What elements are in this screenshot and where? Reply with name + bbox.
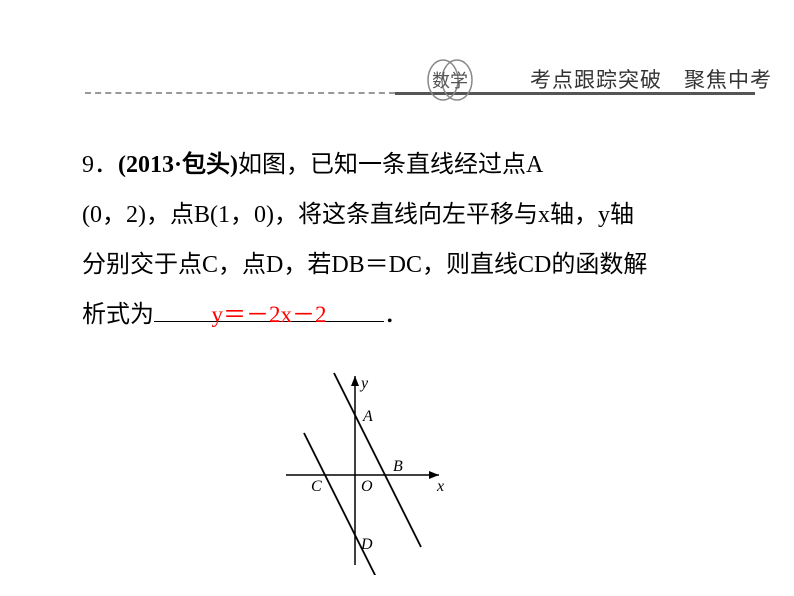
problem-source: (2013·包头) <box>118 152 238 178</box>
line-graph-diagram: y x O A B C D <box>255 365 475 575</box>
svg-text:y: y <box>359 375 369 392</box>
point-a: A <box>526 152 543 178</box>
x-char: x <box>538 202 550 228</box>
top-divider-dashed <box>85 92 395 94</box>
answer-blank: y＝－2x－2 <box>154 292 384 322</box>
answer-text: y＝－2x－2 <box>212 302 327 327</box>
period: ． <box>384 302 408 328</box>
svg-text:O: O <box>361 478 373 495</box>
text-l2b: 轴，y轴 <box>550 202 634 228</box>
svg-text:D: D <box>360 536 373 553</box>
text-l2a: (0，2)，点B(1，0)，将这条直线向左平移与 <box>82 202 538 228</box>
svg-text:A: A <box>362 408 373 425</box>
svg-text:x: x <box>436 478 444 495</box>
subject-badge: 数学 <box>423 58 477 102</box>
subject-text: 数学 <box>432 67 468 93</box>
header-title: 考点跟踪突破 聚焦中考 <box>530 64 772 94</box>
svg-text:B: B <box>393 458 403 475</box>
c-char: C <box>518 252 534 278</box>
svg-text:C: C <box>311 478 322 495</box>
text-l3b: D的函数解 <box>534 252 647 278</box>
text-l4a: 析式为 <box>82 302 154 328</box>
text-l1a: 如图，已知一条直线经过点 <box>238 152 526 178</box>
problem-number: 9 <box>82 152 94 178</box>
text-l3a: 分别交于点C，点D，若DB＝DC，则直线 <box>82 252 518 278</box>
problem-text: 9 ． (2013·包头)如图，已知一条直线经过点A (0，2)，点B(1，0)，将… <box>82 140 722 340</box>
